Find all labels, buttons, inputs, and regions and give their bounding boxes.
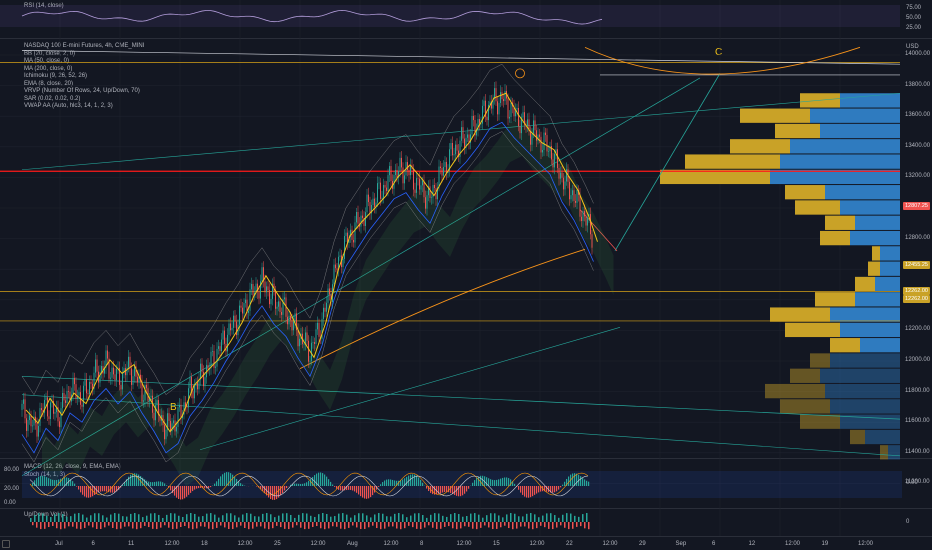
wave-label-c: C (715, 47, 723, 58)
currency-label: USD (906, 44, 919, 50)
legend-bb[interactable]: BB (20, close, 2, 0) (24, 50, 76, 57)
time-tick-label: 12:00 (383, 541, 399, 547)
wave-label-b: B (170, 402, 177, 413)
macd-level-0: 0.00 (906, 480, 918, 486)
price-tick-label: 14000.00 (905, 51, 931, 57)
time-tick-label: Jul (55, 541, 63, 547)
time-tick-label: 6 (712, 541, 716, 547)
volume-legend: Up/Down Vol (1) (24, 512, 68, 520)
time-tick-label: 12:00 (785, 541, 801, 547)
price-tick-label: 12800.00 (905, 234, 931, 241)
level-tag-1: 12455.25 (903, 261, 930, 269)
time-axis[interactable]: Jul 6 11 12:00 18 12:00 25 12:00 Aug 12:00 8 12:00 1… (0, 536, 932, 550)
price-pane[interactable]: NASDAQ 100 E-mini Futures, 4h, CME_MINI … (0, 38, 932, 485)
time-tick-label: 29 (639, 541, 646, 547)
price-tick-label: 11200.00 (905, 479, 930, 486)
legend-vwap[interactable]: VWAP AA (Auto, hlc3, 14, 1, 2, 3) (24, 103, 113, 109)
price-tick-label: 11600.00 (905, 418, 930, 425)
time-tick-label: 6 (91, 541, 95, 547)
legend-sar[interactable]: SAR (0.02, 0.02, 0.2) (24, 95, 81, 102)
rsi-legend: RSI (14, close) (24, 3, 64, 11)
stoch-title[interactable]: Stoch (14, 1, 3) (24, 471, 66, 478)
time-tick-label: 12:00 (529, 541, 545, 547)
time-tick-label: 19 (821, 541, 829, 547)
price-tick-label: 13400.00 (905, 142, 931, 149)
time-tick-label: 12:00 (237, 541, 253, 547)
volume-level-0: 0 (906, 519, 910, 525)
time-tick-label: 12:00 (602, 541, 618, 547)
time-tick-label: 12:00 (456, 541, 472, 547)
price-tick-label: 13800.00 (905, 81, 931, 88)
time-tick-label: 18 (201, 541, 208, 547)
time-tick-label: 15 (493, 541, 500, 547)
time-tick-label: 12 (748, 541, 756, 547)
price-tick-label: 11800.00 (905, 387, 930, 394)
price-tick-label: 12000.00 (905, 357, 931, 363)
stoch-level-80: 80.00 (4, 467, 20, 473)
legend-ma50[interactable]: MA (50, close, 0) (24, 58, 70, 64)
time-tick-label: 22 (566, 541, 573, 547)
time-tick-label: 8 (420, 541, 424, 547)
volume-pane[interactable]: Up/Down Vol (1) 0 (0, 508, 932, 537)
legend-ichimoku[interactable]: Ichimoku (9, 26, 52, 26) (24, 73, 88, 79)
stoch-level-0: 0.00 (4, 500, 16, 506)
macd-title[interactable]: MACD (12, 26, close, 9, EMA, EMA) (24, 464, 121, 470)
level-tag-2a: 12262.00 (903, 287, 930, 295)
macd-pane[interactable]: MACD (12, 26, close, 9, EMA, EMA) Stoch … (0, 458, 932, 509)
legend-vrvp[interactable]: VRVP (Number Of Rows, 24, Up/Down, 70) (24, 88, 140, 94)
settings-icon[interactable] (2, 540, 10, 548)
current-price-tag: 12807.25 (903, 202, 930, 210)
volume-title[interactable]: Up/Down Vol (1) (24, 512, 68, 518)
time-tick-label: 25 (274, 541, 281, 547)
legend-symbol[interactable]: NASDAQ 100 E-mini Futures, 4h, CME_MINI (24, 43, 145, 49)
time-tick-label: 12:00 (164, 541, 180, 547)
price-tick-label: 11400.00 (905, 448, 930, 455)
legend-ema[interactable]: EMA (8, close, 20) (24, 80, 74, 87)
stoch-level-20: 20.00 (4, 486, 20, 492)
time-tick-label: Sep (675, 541, 687, 547)
rsi-level-25: 25.00 (906, 25, 922, 31)
time-tick-label: 12:00 (310, 541, 326, 547)
price-tick-label: 13200.00 (905, 173, 931, 180)
rsi-level-50: 50.00 (906, 15, 922, 21)
legend-ma200[interactable]: MA (200, close, 0) (24, 65, 73, 72)
time-tick-label: 11 (128, 541, 135, 547)
rsi-pane[interactable]: RSI (14, close) 75.00 50.00 25.00 (0, 0, 932, 39)
time-tick-label: Aug (347, 541, 358, 547)
indicator-legend: NASDAQ 100 E-mini Futures, 4h, CME_MINI … (24, 43, 144, 111)
level-tag-2b: 12262.00 (903, 295, 930, 303)
rsi-title: RSI (14, close) (24, 3, 64, 9)
macd-legend: MACD (12, 26, close, 9, EMA, EMA) Stoch … (24, 464, 121, 479)
price-tick-label: 12200.00 (905, 326, 931, 333)
rsi-level-75: 75.00 (906, 5, 922, 11)
price-tick-label: 13600.00 (905, 112, 931, 119)
time-tick-label: 12:00 (858, 541, 874, 547)
